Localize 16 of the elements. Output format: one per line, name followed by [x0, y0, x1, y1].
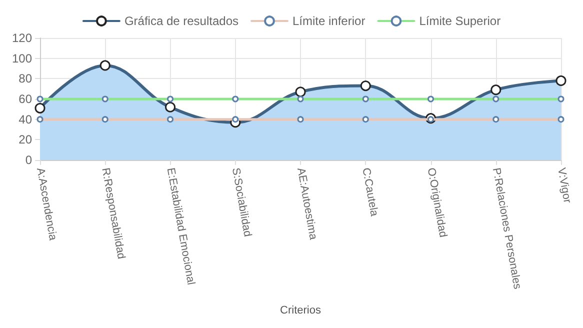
- legend-label: Límite inferior: [292, 14, 366, 28]
- y-tick-label: 60: [18, 92, 32, 106]
- legend-label: Gráfica de resultados: [124, 14, 239, 28]
- y-tick-label: 100: [12, 51, 32, 66]
- x-tick-label: V:Vigor: [555, 166, 574, 204]
- x-tick-label: C:Cautela: [360, 166, 380, 218]
- y-tick-label: 0: [25, 153, 32, 167]
- legend-label: Límite Superior: [419, 14, 501, 28]
- x-axis-title: Criterios: [280, 304, 322, 316]
- y-tick-label: 120: [12, 31, 32, 45]
- x-tick-label: P:Relaciones Personales: [490, 166, 524, 291]
- x-tick-label: E:Estabilidad Emocional: [164, 166, 197, 286]
- x-tick-label: AE:Autoestima: [294, 166, 320, 242]
- y-tick-label: 20: [18, 132, 32, 147]
- y-tick-label: 40: [18, 112, 32, 126]
- y-tick-label: 80: [18, 72, 32, 86]
